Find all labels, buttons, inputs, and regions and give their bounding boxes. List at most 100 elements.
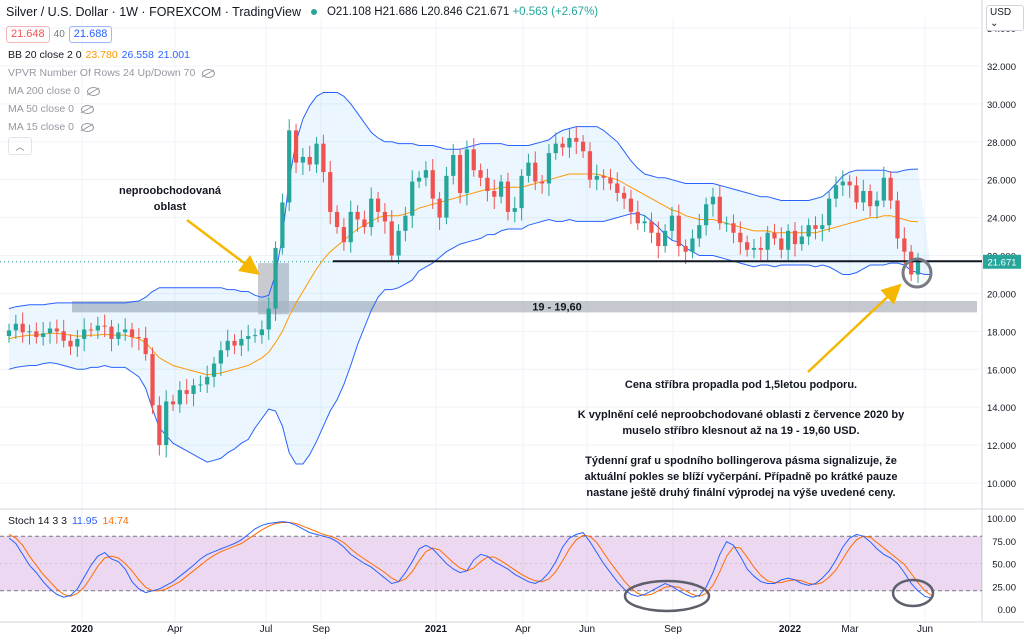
candle-body xyxy=(136,337,141,339)
candle-body xyxy=(423,170,429,178)
candle-body xyxy=(75,338,80,347)
candle-body xyxy=(724,223,729,225)
time-tick-label: Jul xyxy=(260,624,273,635)
candle-body xyxy=(143,337,148,355)
hidden-eye-icon[interactable] xyxy=(86,86,100,96)
symbol-title[interactable]: Silver / U.S. Dollar · 1W · FOREXCOM · T… xyxy=(6,5,301,19)
candle-body xyxy=(847,181,852,186)
price-tick-label: 18.000 xyxy=(987,327,1016,338)
candle-body xyxy=(252,335,258,337)
candle-body xyxy=(751,247,757,250)
candle-body xyxy=(403,215,408,231)
candle-body xyxy=(628,198,634,212)
stoch-tick-label: 75.00 xyxy=(992,537,1016,548)
candle-body xyxy=(854,185,859,203)
candle-body xyxy=(13,323,18,331)
overlay-drawings xyxy=(0,219,982,373)
note-arrow xyxy=(807,283,902,373)
candle-body xyxy=(704,204,709,226)
low-value: L20.846 xyxy=(420,6,463,18)
candle-body xyxy=(82,329,87,339)
time-tick-label: 2020 xyxy=(71,624,94,635)
stoch-tick-label: 50.00 xyxy=(992,560,1016,571)
legend-vpvr[interactable]: VPVR Number Of Rows 24 Up/Down 70 xyxy=(8,67,216,79)
candle-body xyxy=(109,326,114,339)
stoch-tick-label: 100.00 xyxy=(987,514,1016,525)
candle-body xyxy=(560,143,565,148)
candle-body xyxy=(779,238,784,250)
time-tick-label: 2022 xyxy=(779,624,802,635)
candle-body xyxy=(307,156,312,165)
candle-body xyxy=(478,170,483,178)
time-tick-label: Jun xyxy=(579,624,595,635)
legend-ma200[interactable]: MA 200 close 0 xyxy=(8,85,100,97)
candle-body xyxy=(656,232,661,247)
note-line-2: K vyplnění celé neproobchodované oblasti… xyxy=(577,409,905,421)
candle-body xyxy=(471,149,476,171)
note-line-4: Týdenní graf u spodního bollingerova pás… xyxy=(585,455,897,467)
price-tick-label: 10.000 xyxy=(987,479,1016,490)
legend-vpvr-name: VPVR Number Of Rows 24 Up/Down 70 xyxy=(8,67,196,79)
candle-body xyxy=(553,143,558,154)
candle-body xyxy=(615,183,620,193)
chevron-up-icon: ︿ xyxy=(15,141,25,152)
hidden-eye-icon[interactable] xyxy=(202,68,216,78)
legend-bb-name: BB 20 close 2 0 xyxy=(8,49,82,61)
candle-body xyxy=(580,141,586,152)
candle-body xyxy=(430,170,435,199)
candle-body xyxy=(861,191,866,203)
candle-body xyxy=(246,336,251,339)
candle-body xyxy=(266,308,271,330)
analysis-note: Cena stříbra propadla pod 1,5letou podpo… xyxy=(536,377,946,501)
candle-body xyxy=(786,230,791,250)
candle-body xyxy=(328,172,333,212)
stoch-k-value: 11.95 xyxy=(71,515,98,527)
high-value: H21.686 xyxy=(374,6,418,18)
highlight-circle xyxy=(901,257,933,289)
candle-body xyxy=(34,331,39,338)
legend-bb[interactable]: BB 20 close 2 0 23.780 26.558 21.001 xyxy=(8,49,190,61)
chart-header: Silver / U.S. Dollar · 1W · FOREXCOM · T… xyxy=(6,5,598,19)
last-price-label: 21.671 xyxy=(987,258,1016,269)
time-tick-label: Sep xyxy=(312,624,330,635)
candle-body xyxy=(663,230,668,247)
candle-body xyxy=(533,162,538,182)
candle-body xyxy=(683,246,688,252)
candle-body xyxy=(526,162,531,176)
candle-body xyxy=(47,328,53,334)
candle-body xyxy=(546,153,552,184)
candle-body xyxy=(690,238,695,252)
candle-body xyxy=(88,329,94,331)
candle-body xyxy=(492,191,497,197)
candle-body xyxy=(369,198,374,228)
stoch-legend[interactable]: Stoch 14 3 3 11.95 14.74 xyxy=(8,515,129,527)
price-tick-label: 30.000 xyxy=(987,100,1016,111)
candle-body xyxy=(601,175,606,178)
target-zone-label: 19 - 19,60 xyxy=(532,302,582,314)
candle-body xyxy=(676,215,681,247)
legend-ma15[interactable]: MA 15 close 0 xyxy=(8,121,94,133)
candle-body xyxy=(375,198,381,212)
legend-ma50[interactable]: MA 50 close 0 xyxy=(8,103,94,115)
hidden-eye-icon[interactable] xyxy=(80,104,94,114)
candle-body xyxy=(437,198,442,218)
candle-body xyxy=(184,390,189,394)
candle-body xyxy=(334,211,340,228)
sell-button[interactable]: 21.648 xyxy=(6,26,50,43)
hidden-eye-icon[interactable] xyxy=(80,122,94,132)
candle-body xyxy=(840,181,845,186)
candle-body xyxy=(874,200,880,207)
time-tick-label: Sep xyxy=(664,624,682,635)
candle-body xyxy=(792,230,798,245)
collapse-legend-button[interactable]: ︿ xyxy=(8,137,32,155)
buy-button[interactable]: 21.688 xyxy=(68,26,113,43)
candle-body xyxy=(505,181,511,212)
stoch-k-line xyxy=(8,521,932,599)
bollinger-bands xyxy=(8,92,932,465)
candle-body xyxy=(164,401,169,446)
candle-body xyxy=(198,384,203,386)
time-tick-label: 2021 xyxy=(425,624,448,635)
currency-select[interactable]: USD ⌄ xyxy=(986,5,1024,31)
